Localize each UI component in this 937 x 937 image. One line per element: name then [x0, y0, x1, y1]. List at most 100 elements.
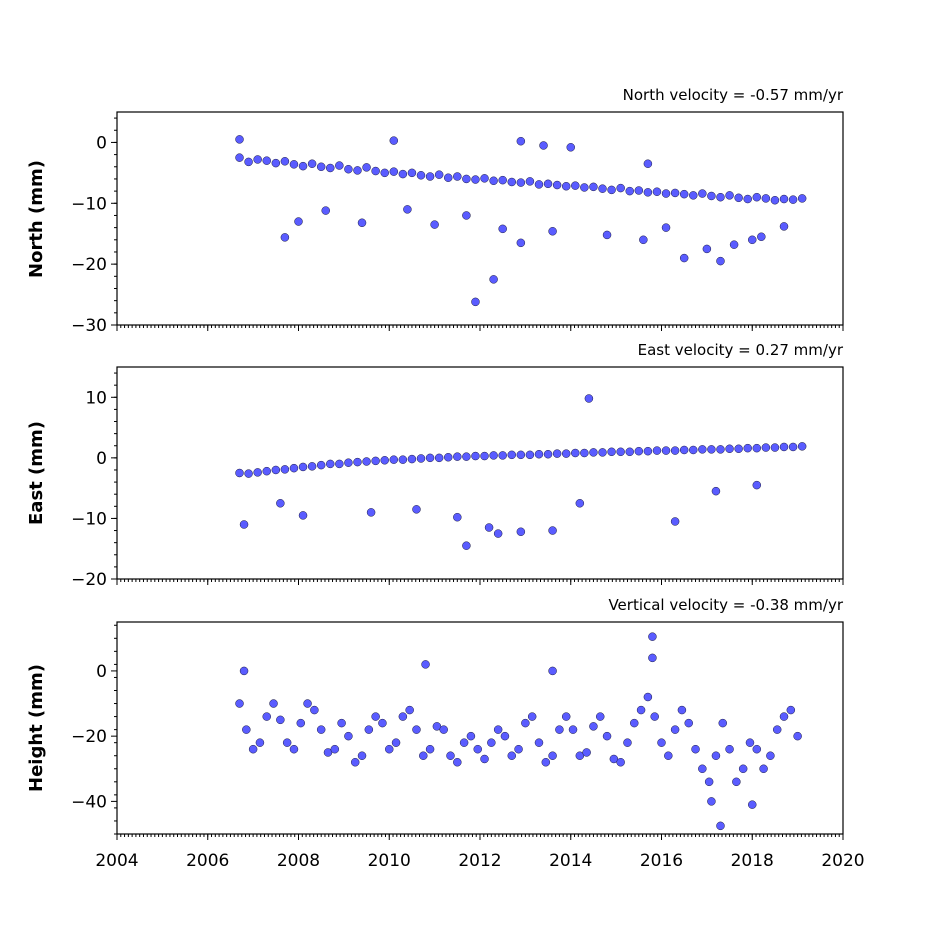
east-point — [661, 446, 671, 455]
north-point — [253, 155, 262, 164]
height-ytick-label: −20 — [71, 727, 107, 747]
height-point — [684, 718, 693, 728]
north-point — [471, 175, 480, 184]
height-point — [398, 712, 408, 721]
north-point — [707, 191, 716, 201]
east-point — [571, 448, 580, 458]
height-point — [711, 751, 721, 760]
height-point — [242, 725, 251, 734]
east-point — [416, 454, 426, 463]
north-point — [480, 174, 489, 183]
east-point — [716, 445, 725, 454]
north-point — [398, 169, 408, 179]
north-point — [271, 158, 281, 168]
east-point — [743, 443, 752, 453]
east-point — [698, 445, 707, 454]
height-xtick-label: 2020 — [821, 851, 864, 871]
east-point — [298, 511, 308, 520]
north-point — [525, 177, 535, 186]
height-point — [432, 722, 442, 731]
east-point — [262, 466, 271, 476]
height-point — [616, 757, 625, 767]
north-point — [516, 178, 526, 187]
height-xtick-label: 2010 — [368, 851, 411, 871]
east-point — [271, 465, 281, 475]
east-point — [366, 508, 376, 517]
height-point — [419, 751, 428, 760]
height-xtick-label: 2012 — [458, 851, 501, 871]
height-ytick-label: 0 — [96, 662, 107, 682]
north-point — [734, 193, 743, 203]
north-ytick-label: −30 — [71, 316, 107, 336]
height-point — [255, 738, 265, 747]
east-panel: East velocity = 0.27 mm/yr East (mm) 10 0… — [26, 341, 844, 590]
east-point — [407, 454, 417, 464]
north-point — [702, 244, 712, 254]
height-point — [786, 705, 796, 715]
height-xtick-label: 2006 — [186, 851, 229, 871]
north-point — [729, 240, 739, 249]
east-velocity-title: East velocity = 0.27 mm/yr — [638, 341, 844, 359]
north-points — [235, 135, 807, 307]
north-ytick-label: −10 — [71, 194, 107, 214]
height-point — [439, 725, 448, 734]
north-point — [389, 136, 399, 145]
east-point — [484, 523, 494, 532]
north-point — [516, 238, 526, 248]
height-point — [378, 718, 387, 728]
height-point — [425, 744, 435, 754]
north-point — [788, 195, 798, 204]
east-point — [307, 462, 317, 471]
height-point — [664, 751, 673, 760]
north-point — [425, 172, 435, 181]
north-point — [244, 157, 253, 167]
height-point — [657, 738, 666, 747]
east-point — [689, 445, 698, 455]
north-point — [389, 167, 399, 176]
north-ytick-label: −20 — [71, 255, 107, 275]
north-point — [280, 157, 290, 166]
height-point — [385, 744, 394, 754]
east-point — [498, 451, 507, 460]
north-point — [316, 162, 326, 172]
north-point — [262, 156, 271, 165]
north-point — [335, 161, 344, 170]
height-point — [636, 705, 646, 715]
height-point — [412, 725, 421, 734]
north-point — [625, 186, 634, 196]
north-point — [462, 174, 471, 184]
north-point — [752, 192, 762, 202]
east-point — [752, 480, 762, 490]
height-point — [289, 744, 299, 754]
height-xtick-label: 2018 — [731, 851, 774, 871]
east-point — [534, 449, 544, 459]
height-point — [466, 731, 476, 741]
height-point — [643, 692, 653, 702]
height-ytick-label: −40 — [71, 792, 107, 812]
north-point — [430, 220, 439, 229]
east-point — [788, 442, 798, 452]
north-point — [616, 183, 625, 193]
north-point — [634, 186, 644, 195]
north-point — [797, 194, 807, 203]
east-point — [752, 443, 762, 453]
east-point — [770, 443, 780, 452]
east-point — [670, 446, 680, 455]
north-point — [235, 135, 244, 144]
east-axes-frame — [116, 366, 844, 580]
north-point — [698, 189, 707, 198]
east-point — [561, 449, 571, 458]
east-point — [239, 520, 249, 529]
height-point — [548, 666, 557, 676]
north-point — [643, 159, 653, 168]
east-point — [584, 394, 594, 403]
height-point — [568, 725, 578, 734]
height-point — [602, 731, 612, 741]
height-xtick-label: 2008 — [277, 851, 320, 871]
height-point — [630, 718, 639, 728]
north-point — [362, 163, 371, 172]
east-point — [235, 468, 244, 478]
north-velocity-title: North velocity = -0.57 mm/yr — [623, 86, 844, 104]
east-point — [289, 463, 299, 473]
east-point — [425, 453, 435, 463]
